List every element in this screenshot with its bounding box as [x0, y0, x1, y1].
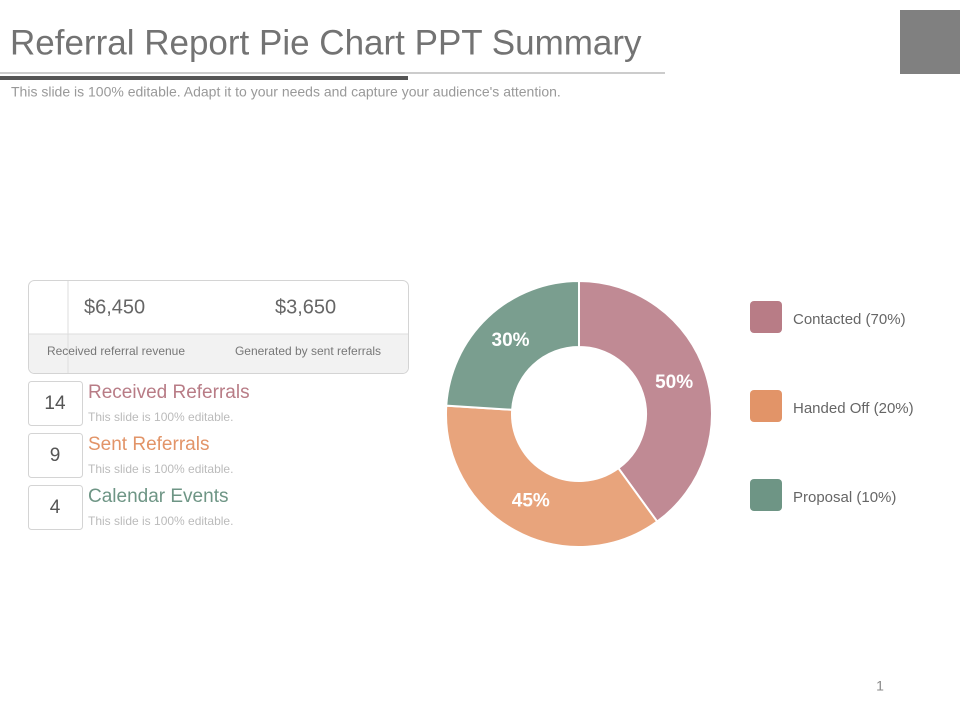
slice-label: 50%	[655, 372, 693, 393]
item-title: Received Referrals	[88, 382, 250, 403]
item-title: Calendar Events	[88, 486, 228, 507]
stats-box: $6,450 $3,650 Received referral revenue …	[28, 280, 409, 374]
donut-slice	[578, 279, 713, 523]
slice-label: 30%	[492, 330, 530, 351]
legend-swatch	[750, 390, 782, 422]
item-text: This slide is 100% editable.	[88, 514, 233, 528]
item-text: This slide is 100% editable.	[88, 410, 233, 424]
slice-label: 45%	[512, 491, 550, 512]
item-number: 4	[50, 497, 61, 518]
number-box	[28, 433, 83, 478]
legend-swatch	[750, 301, 782, 333]
corner-block	[900, 10, 960, 74]
legend-label: Proposal (10%)	[793, 489, 896, 506]
stat-value: $3,650	[275, 296, 336, 318]
item-title: Sent Referrals	[88, 434, 209, 455]
stat-value: $6,450	[84, 296, 145, 318]
stat-label: Generated by sent referrals	[235, 344, 381, 358]
number-box	[28, 381, 83, 426]
donut-slice	[445, 279, 580, 411]
donut-slice	[445, 404, 659, 548]
stat-label: Received referral revenue	[47, 344, 185, 358]
item-number: 14	[44, 393, 66, 414]
number-box	[28, 485, 83, 530]
legend-label: Handed Off (20%)	[793, 400, 914, 417]
item-text: This slide is 100% editable.	[88, 462, 233, 476]
legend-label: Contacted (70%)	[793, 311, 906, 328]
item-number: 9	[50, 445, 61, 466]
legend-swatch	[750, 479, 782, 511]
stats-band	[29, 334, 408, 373]
title: Referral Report Pie Chart PPT Summary	[10, 23, 642, 62]
subtitle: This slide is 100% editable. Adapt it to…	[11, 84, 561, 100]
page-number: 1	[876, 678, 884, 694]
